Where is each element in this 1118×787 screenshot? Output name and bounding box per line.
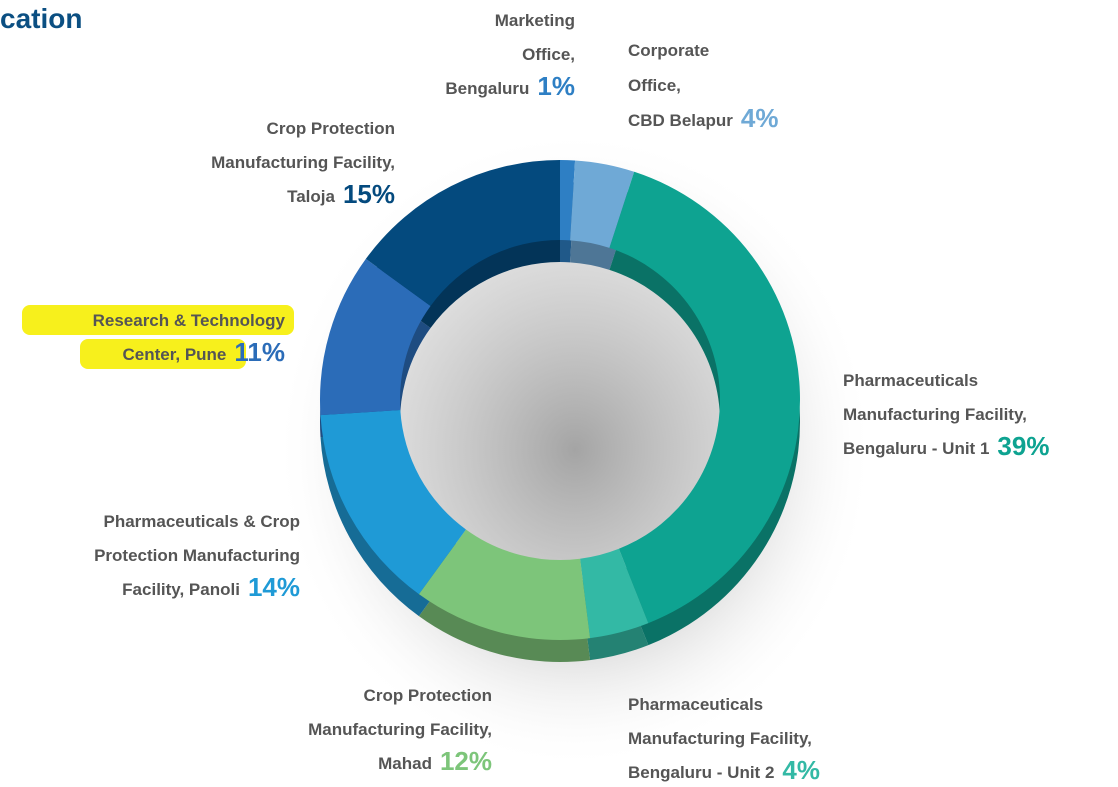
label-line: Marketing [495, 11, 575, 30]
label-line: Manufacturing Facility, [628, 729, 812, 748]
slice [320, 410, 466, 595]
label-line: CBD Belapur [628, 111, 733, 130]
label-line: Office, [628, 76, 681, 95]
label-line: Bengaluru - Unit 1 [843, 439, 989, 458]
label-line: Manufacturing Facility, [211, 153, 395, 172]
label-line: Protection Manufacturing [94, 546, 300, 565]
label-line: Manufacturing Facility, [308, 720, 492, 739]
label-line: Pharmaceuticals [628, 695, 763, 714]
chart-title: cation [0, 3, 82, 34]
slice-label: Pharmaceuticals Manufacturing Facility, Be… [843, 371, 1027, 458]
slice-label: Pharmaceuticals & Crop Protection Manufac… [94, 512, 300, 599]
label-line: Crop Protection [364, 686, 492, 705]
label-line: Mahad [378, 754, 432, 773]
label-line: Bengaluru - Unit 2 [628, 763, 774, 782]
label-line: Pharmaceuticals [843, 371, 978, 390]
slice-label: Pharmaceuticals Manufacturing Facility, Be… [628, 695, 812, 782]
slice-label: Research & Technology Center, Pune [93, 311, 286, 364]
slice-label: Crop Protection Manufacturing Facility, Ta… [211, 119, 395, 206]
slice-label: Marketing Office, Bengaluru [445, 11, 575, 98]
value-label: 11% [234, 337, 285, 367]
slice [609, 171, 801, 624]
slice [560, 160, 576, 241]
label-line: Corporate [628, 41, 709, 60]
value-label: 12% [440, 746, 492, 776]
slice [365, 160, 560, 306]
slice [320, 258, 431, 416]
value-label: 4% [782, 755, 820, 785]
value-label: 15% [343, 179, 395, 209]
label-line: Office, [522, 45, 575, 64]
label-line: Research & Technology [93, 311, 286, 330]
slice [580, 548, 649, 639]
label-line: Manufacturing Facility, [843, 405, 1027, 424]
highlight [80, 339, 246, 369]
label-line: Pharmaceuticals & Crop [103, 512, 300, 531]
label-line: Crop Protection [267, 119, 395, 138]
highlight [22, 305, 294, 335]
slice [570, 160, 635, 248]
value-label: 1% [537, 71, 575, 101]
value-label: 39% [997, 431, 1049, 461]
label-line: Center, Pune [122, 345, 226, 364]
label-line: Bengaluru [445, 79, 529, 98]
label-line: Taloja [287, 187, 335, 206]
label-line: Facility, Panoli [122, 580, 240, 599]
value-label: 4% [741, 103, 779, 133]
slice-label: Corporate Office, CBD Belapur [628, 41, 733, 130]
value-label: 14% [248, 572, 300, 602]
slice-label: Crop Protection Manufacturing Facility, Ma… [308, 686, 492, 773]
slice [418, 529, 591, 641]
